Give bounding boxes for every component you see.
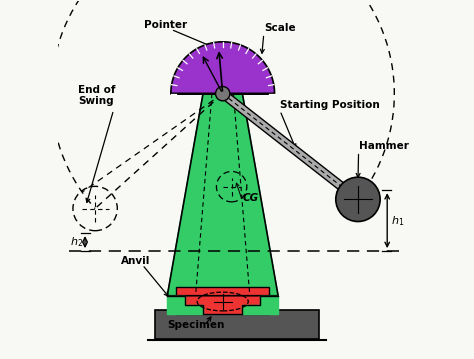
Text: Anvil: Anvil <box>121 256 150 266</box>
Polygon shape <box>242 296 278 314</box>
Text: Scale: Scale <box>264 23 295 33</box>
Text: Pointer: Pointer <box>144 19 187 29</box>
Polygon shape <box>167 94 278 296</box>
Text: Hammer: Hammer <box>359 141 409 151</box>
Text: Specimen: Specimen <box>167 320 225 330</box>
Text: $h_1$: $h_1$ <box>392 214 405 228</box>
Polygon shape <box>167 296 203 314</box>
Circle shape <box>336 177 380 222</box>
Bar <box>176 287 269 314</box>
Text: CG: CG <box>242 193 258 203</box>
Text: CG: CG <box>335 188 351 197</box>
Circle shape <box>216 87 230 101</box>
Polygon shape <box>171 42 274 94</box>
Text: $h_2$: $h_2$ <box>70 235 83 249</box>
Text: Starting Position: Starting Position <box>280 100 380 110</box>
Text: End of
Swing: End of Swing <box>78 85 115 106</box>
Bar <box>155 310 319 339</box>
